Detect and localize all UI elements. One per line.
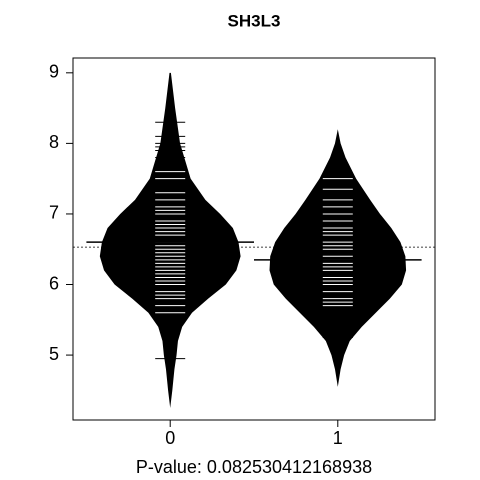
chart-title: SH3L3 [228,11,281,30]
plot-frame [72,57,436,421]
y-tick-label: 7 [49,203,59,223]
y-tick-label: 6 [49,273,59,293]
x-axis-label: P-value: 0.082530412168938 [136,457,372,477]
bean [269,129,407,387]
x-tick-label: 1 [333,428,343,448]
y-tick-label: 9 [49,62,59,82]
y-tick-label: 8 [49,132,59,152]
y-tick-label: 5 [49,344,59,364]
x-tick-label: 0 [165,428,175,448]
bean [99,72,241,409]
